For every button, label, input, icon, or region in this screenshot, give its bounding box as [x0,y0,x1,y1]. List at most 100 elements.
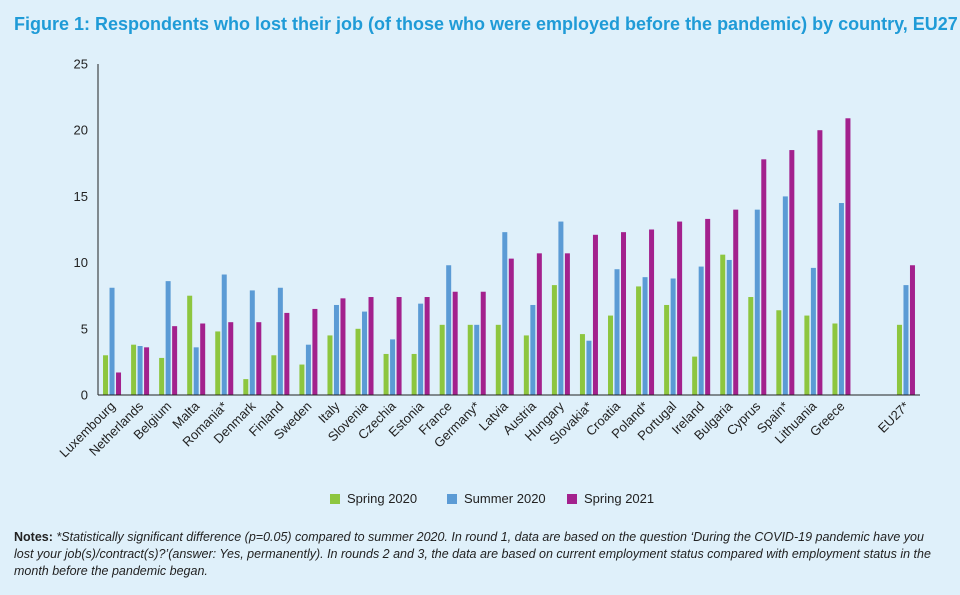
bar [670,278,676,395]
chart-title: Figure 1: Respondents who lost their job… [14,14,960,34]
notes-text: *Statistically significant difference (p… [14,530,931,578]
y-tick-label: 0 [81,388,88,403]
bar [256,322,262,395]
bar [502,232,508,395]
bar [754,209,760,395]
y-tick-label: 20 [74,123,88,138]
bar [165,281,171,395]
bar [845,118,851,395]
bar [804,315,810,395]
legend-swatch [447,494,457,504]
bar [608,315,614,395]
bar [411,353,417,395]
bar [109,287,115,395]
bar [396,297,402,395]
bar [116,372,122,395]
bar [215,331,221,395]
bar [614,269,620,395]
bar [439,324,445,395]
bar [333,304,339,395]
bar [838,203,844,395]
bar [327,335,333,395]
bar [305,344,311,395]
legend-label: Spring 2020 [347,491,417,506]
bar [636,286,642,395]
bar [579,334,585,395]
bar [495,324,501,395]
bar [249,290,255,395]
y-tick-label: 15 [74,189,88,204]
bar [698,266,704,395]
y-tick-label: 25 [74,57,88,72]
bar [649,229,655,395]
bar [726,259,732,395]
bar [418,303,424,395]
bar [536,253,542,395]
bar [558,221,564,395]
x-tick-label: EU27* [875,399,912,436]
bar [424,297,430,395]
chart: 0 5 10 15 20 25 LuxembourgNetherlandsBelgiumM… [56,57,920,506]
y-tick-label: 10 [74,255,88,270]
bar [383,353,389,395]
bar [467,324,473,395]
bar [642,277,648,395]
bar [705,218,711,395]
bar [810,267,816,395]
bar [789,150,795,395]
legend: Spring 2020 Summer 2020 Spring 2021 [330,491,654,506]
bar [159,357,165,395]
bar [586,340,592,395]
bar [144,347,150,395]
bar [221,274,227,395]
bar [621,232,627,395]
bar [896,324,902,395]
legend-label: Summer 2020 [464,491,546,506]
bar [131,344,137,395]
bar [284,312,290,395]
legend-swatch [330,494,340,504]
bar [103,355,109,395]
legend-label: Spring 2021 [584,491,654,506]
bar [592,234,598,395]
bar [761,159,767,395]
bar [243,379,249,395]
bar [508,258,514,395]
bar [340,298,346,395]
bar [523,335,529,395]
y-tick-label: 5 [81,321,88,336]
x-axis: LuxembourgNetherlandsBelgiumMaltaRomania… [56,394,920,460]
bar [480,291,486,395]
bar [776,310,782,395]
bar [551,285,557,395]
bar [909,265,915,395]
bar [720,254,726,395]
bar [390,339,396,395]
bar [362,311,368,395]
legend-swatch [567,494,577,504]
bar-area [103,118,915,395]
bar [193,347,199,395]
notes: Notes: *Statistically significant differ… [14,529,946,580]
bar [137,346,143,395]
bar [452,291,458,395]
bar [664,304,670,395]
bar [564,253,570,395]
bar [446,265,452,395]
bar [200,323,206,395]
bar [474,324,480,395]
bar [368,297,374,395]
bar [312,308,318,395]
bar [228,322,234,395]
bar [530,304,536,395]
bar [692,356,698,395]
y-axis: 0 5 10 15 20 25 [74,57,99,403]
bar [187,295,193,395]
notes-label: Notes: [14,530,53,544]
bar [832,323,838,395]
bar [271,355,277,395]
bar [733,209,739,395]
bar [355,328,361,395]
bar [299,364,305,395]
bar [277,287,283,395]
